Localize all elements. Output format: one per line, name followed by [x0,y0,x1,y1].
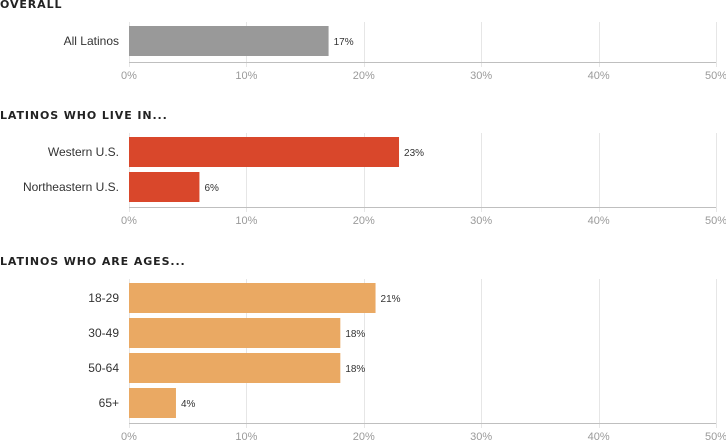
value-label: 21% [381,294,401,305]
panel-title: LATINOS WHO ARE AGES... [0,255,186,268]
value-label: 18% [345,329,365,340]
x-tick-label: 0% [121,431,137,441]
x-tick-label: 10% [235,431,257,441]
category-label: Northeastern U.S. [23,180,119,194]
x-tick-label: 50% [705,431,726,441]
panel-title: LATINOS WHO LIVE IN... [0,109,168,122]
x-tick-label: 10% [235,70,257,82]
x-tick-label: 0% [121,70,137,82]
bar [129,137,400,167]
x-tick-label: 20% [353,215,375,227]
x-tick-label: 50% [705,70,726,82]
bar [129,26,329,56]
x-tick-label: 30% [470,215,492,227]
bar [129,318,341,348]
bar [129,172,200,202]
chart-panel-2: LATINOS WHO LIVE IN... 0% 10% 20% 30% 40% 50% W… [0,109,726,227]
x-tick-label: 10% [235,215,257,227]
category-label: 18-29 [88,291,119,305]
x-tick-label: 40% [588,431,610,441]
bar [129,283,376,313]
value-label: 4% [181,399,196,410]
category-label: All Latinos [64,34,119,48]
bar [129,353,341,383]
x-tick-label: 0% [121,215,137,227]
x-tick-label: 30% [470,70,492,82]
x-tick-label: 40% [588,215,610,227]
category-label: 65+ [99,396,119,410]
category-label: 50-64 [88,361,119,375]
category-label: Western U.S. [48,145,119,159]
x-tick-label: 30% [470,431,492,441]
value-label: 17% [334,37,354,48]
panel-title: OVERALL [0,0,62,11]
bar [129,388,176,418]
value-label: 18% [345,364,365,375]
x-tick-label: 20% [353,431,375,441]
value-label: 23% [404,148,424,159]
chart-panel-1: OVERALL 0% 10% 20% 30% 40% 50% All Latinos 17% [0,0,726,82]
category-label: 30-49 [88,326,119,340]
x-tick-label: 50% [705,215,726,227]
x-tick-label: 40% [588,70,610,82]
value-label: 6% [204,183,219,194]
chart-panel-3: LATINOS WHO ARE AGES... 0% 10% 20% 30% 40% 50%… [0,255,726,441]
x-tick-label: 20% [353,70,375,82]
